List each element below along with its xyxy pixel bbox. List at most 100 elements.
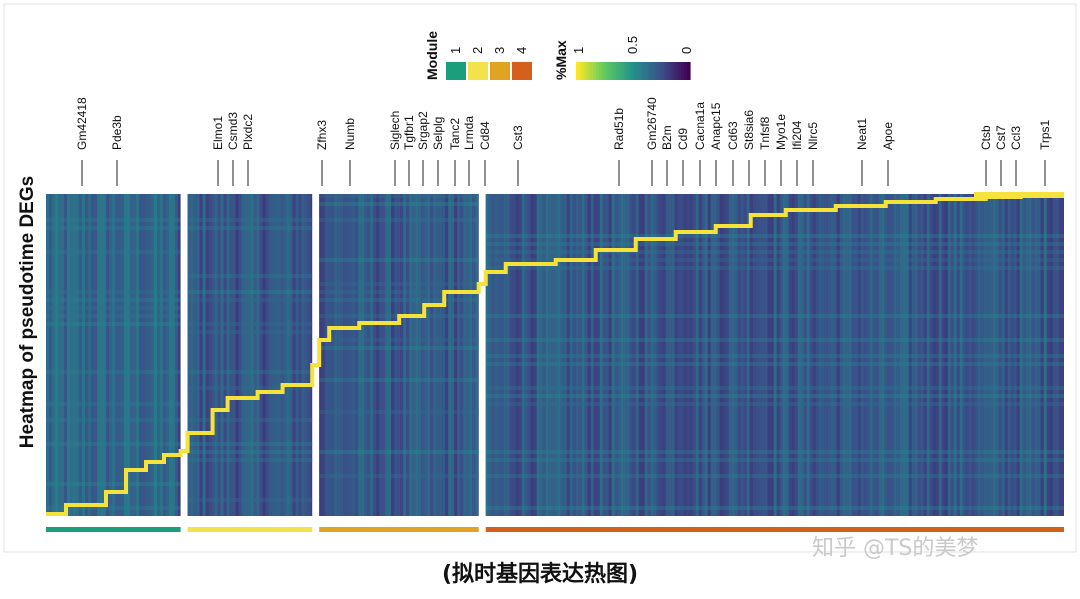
heatmap-column (385, 194, 389, 516)
heatmap-column (460, 194, 464, 516)
heatmap-column (635, 194, 639, 516)
heatmap-column (863, 194, 867, 516)
module-legend-swatch-4 (512, 62, 532, 80)
gene-label-nlrc5: Nlrc5 (806, 122, 820, 186)
heatmap-column (647, 194, 651, 516)
heatmap-column (118, 194, 121, 516)
colorbar-step (595, 62, 600, 80)
heatmap-column (1022, 194, 1026, 516)
heatmap-column (680, 194, 684, 516)
heatmap-column (289, 194, 293, 516)
heatmap-column (584, 194, 588, 516)
gene-label-cd9: Cd9 (676, 128, 690, 186)
heatmap-row (46, 322, 181, 326)
heatmap-column (860, 194, 864, 516)
panel-module-4 (485, 194, 1064, 516)
heatmap-column (698, 194, 702, 516)
gene-label-pde3b: Pde3b (110, 115, 124, 186)
heatmap-column (1007, 194, 1011, 516)
heatmap-column (61, 194, 64, 516)
heatmap-column (785, 194, 789, 516)
heatmap-column (899, 194, 903, 516)
heatmap-column (448, 194, 452, 516)
gene-label-cst7: Cst7 (994, 125, 1008, 186)
heatmap-column (854, 194, 858, 516)
gene-label-neat1: Neat1 (855, 118, 869, 186)
gene-label-text: Gm26740 (645, 97, 659, 150)
heatmap-column (716, 194, 720, 516)
heatmap-column (728, 194, 732, 516)
heatmap-column (1046, 194, 1050, 516)
heatmap-column (79, 194, 82, 516)
heatmap-column (695, 194, 699, 516)
colorbar-step (613, 62, 617, 80)
heatmap-row (46, 298, 181, 302)
colorbar-step (633, 62, 637, 80)
colorbar-step (664, 62, 668, 80)
heatmap-column (692, 194, 696, 516)
heatmap-row (187, 274, 313, 278)
heatmap-column (977, 194, 981, 516)
heatmap-column (322, 194, 326, 516)
panel-module-2 (187, 194, 313, 516)
heatmap-column (274, 194, 278, 516)
heatmap-column (818, 194, 822, 516)
heatmap-column (46, 194, 49, 516)
colorbar-step (661, 62, 665, 80)
heatmap-column (905, 194, 909, 516)
heatmap-column (884, 194, 888, 516)
heatmap-column (572, 194, 576, 516)
heatmap-column (827, 194, 831, 516)
heatmap-column (295, 194, 299, 516)
colorbar-step (618, 62, 623, 80)
heatmap-column (67, 194, 70, 516)
gene-label-gm42418: Gm42418 (75, 97, 89, 186)
gene-label-text: Csmd3 (226, 112, 240, 150)
heatmap-row (46, 506, 181, 510)
module-legend-swatch-2 (468, 62, 488, 80)
heatmap-column (995, 194, 999, 516)
gene-label-text: Ifi204 (790, 120, 804, 150)
figure-caption: (拟时基因表达热图) (441, 562, 639, 587)
gene-label-text: Cd84 (478, 121, 492, 150)
heatmap-column (106, 194, 109, 516)
heatmap-column (821, 194, 825, 516)
heatmap-column (662, 194, 666, 516)
heatmap-row (187, 498, 313, 502)
gene-label-gm26740: Gm26740 (645, 97, 659, 186)
heatmap-column (94, 194, 97, 516)
heatmap-column (145, 194, 148, 516)
heatmap-column (328, 194, 332, 516)
gene-label-text: Pde3b (110, 115, 124, 150)
trajectory-layer (46, 192, 1064, 516)
heatmap-column (1025, 194, 1029, 516)
heatmap-column (731, 194, 735, 516)
module-legend-label-1: 1 (448, 47, 463, 54)
heatmap-column (914, 194, 918, 516)
heatmap-column (394, 194, 398, 516)
heatmap-column (815, 194, 819, 516)
heatmap-column (166, 194, 169, 516)
heatmap-column (947, 194, 951, 516)
heatmap-column (713, 194, 717, 516)
heatmap-column (91, 194, 94, 516)
heatmap-column (352, 194, 356, 516)
heatmap-column (794, 194, 798, 516)
module-legend-swatch-3 (490, 62, 510, 80)
heatmap-column (376, 194, 380, 516)
heatmap-column (719, 194, 723, 516)
heatmap-row (187, 330, 313, 334)
heatmap-column (229, 194, 233, 516)
gene-label-text: Tnfsf8 (758, 116, 772, 150)
heatmap-column (941, 194, 945, 516)
heatmap-row (187, 450, 313, 454)
heatmap-row (46, 442, 181, 446)
heatmap-column (656, 194, 660, 516)
heatmap-row (485, 266, 1064, 270)
heatmap-column (554, 194, 558, 516)
gene-label-text: Apoe (881, 122, 895, 150)
colorbar-step (652, 62, 657, 80)
heatmap-column (509, 194, 513, 516)
heatmap-column (241, 194, 245, 516)
gene-label-trps1: Trps1 (1038, 119, 1052, 186)
